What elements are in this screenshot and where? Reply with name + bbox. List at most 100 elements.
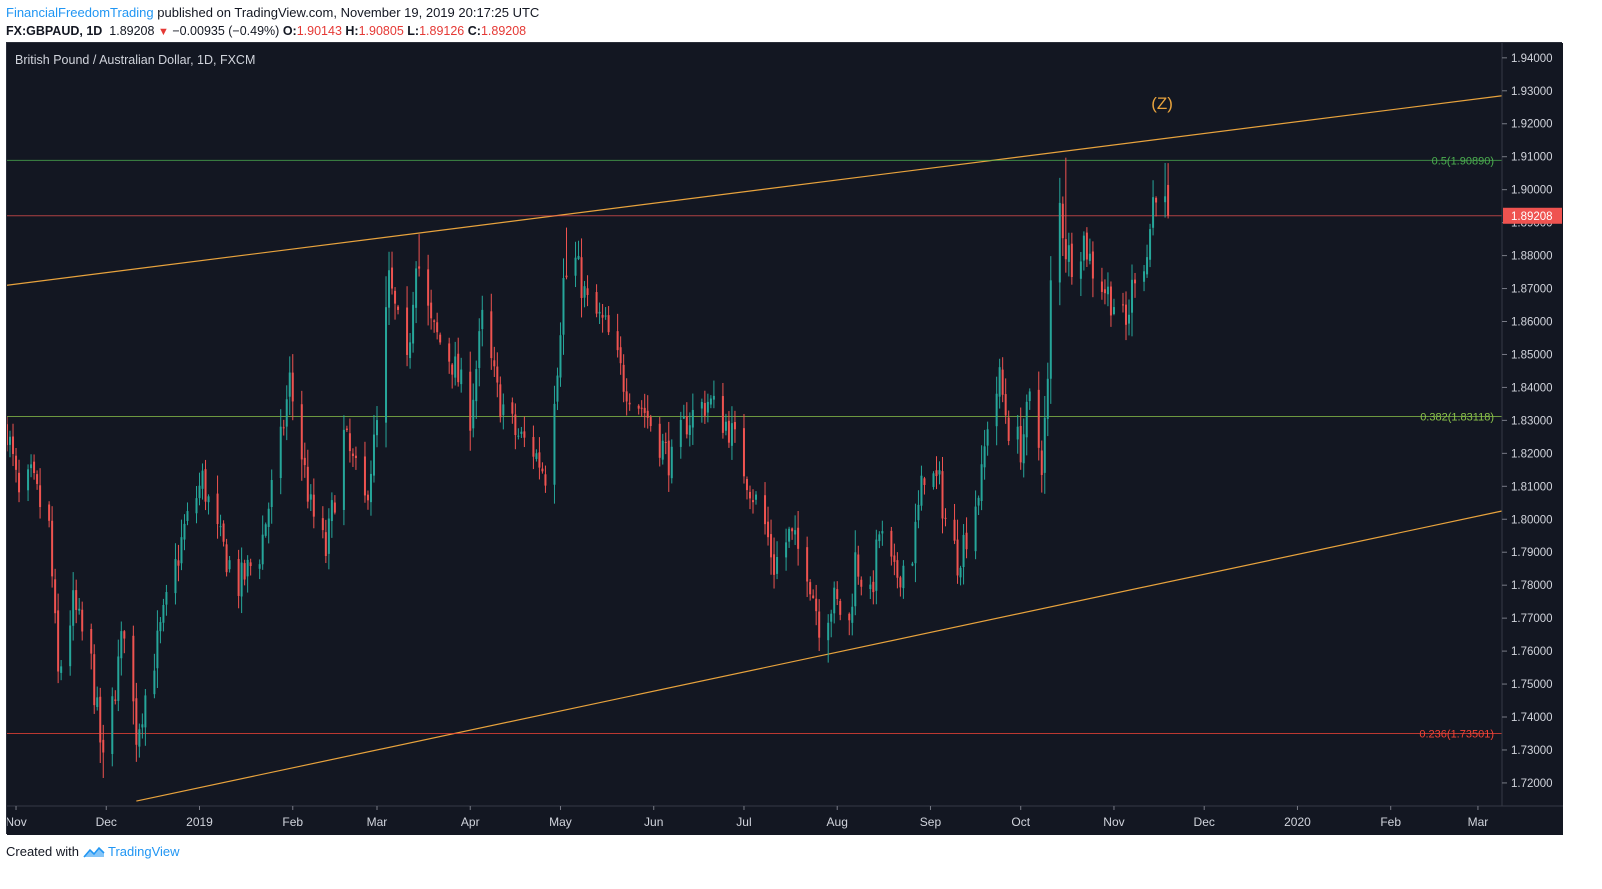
candle-body [493, 360, 496, 367]
high-value: 1.90805 [358, 24, 404, 38]
candle [345, 425, 348, 433]
candle-body [60, 666, 63, 673]
candle [183, 514, 186, 551]
candle-body [748, 491, 751, 499]
candle [159, 617, 162, 644]
candle [1067, 232, 1070, 277]
candle-body [1091, 251, 1094, 279]
candle [923, 476, 926, 495]
candle-body [878, 534, 881, 542]
candle [1004, 378, 1007, 424]
price-tick-label: 1.81000 [1511, 481, 1553, 493]
candle [7, 416, 8, 452]
candle-body [18, 472, 21, 493]
candle-body [679, 420, 682, 447]
candle [658, 417, 661, 467]
candle-body [1134, 279, 1137, 284]
candle [99, 687, 102, 763]
candle [565, 227, 568, 280]
candle-body [959, 567, 962, 578]
candle [258, 559, 261, 580]
time-tick-label: Dec [1194, 815, 1215, 829]
candle-body [815, 598, 818, 612]
candle-body [869, 584, 872, 590]
candle [628, 393, 631, 411]
candle [857, 545, 860, 585]
candle-body [764, 495, 767, 525]
candle [667, 421, 670, 492]
low-label: L: [407, 24, 420, 38]
candlestick-chart[interactable]: 0.5(1.90890) 0.382(1.83118) 0.236(1.73501)… [7, 43, 1563, 835]
candle [333, 495, 336, 515]
candle-body [770, 534, 773, 558]
candle [649, 414, 652, 432]
tradingview-link[interactable]: TradingView [83, 844, 180, 859]
price-tick-label: 1.72000 [1511, 778, 1553, 790]
candle-body [436, 322, 439, 333]
candle-body [911, 563, 914, 566]
candle [712, 380, 715, 409]
candle-body [409, 342, 412, 359]
tradingview-logo-icon [83, 846, 105, 858]
last-price: 1.89208 [109, 24, 155, 38]
candle-body [511, 402, 514, 414]
price-tick-label: 1.94000 [1511, 53, 1553, 65]
candle-body [565, 275, 568, 278]
candle-body [1152, 197, 1155, 228]
candle-body [1004, 394, 1007, 416]
author-link[interactable]: FinancialFreedomTrading [6, 5, 154, 20]
ohlc-line: FX:GBPAUD, 1D 1.89208 ▼ −0.00935 (−0.49%… [6, 22, 1596, 41]
candle-body [391, 267, 394, 289]
candle [1079, 252, 1082, 297]
candle-body [90, 628, 93, 654]
candle [237, 549, 240, 609]
candle [306, 449, 309, 509]
candle [249, 558, 252, 576]
candle [586, 275, 589, 307]
candle [1058, 177, 1061, 306]
candle [69, 610, 72, 676]
candle-body [394, 290, 397, 304]
candle-body [1037, 389, 1040, 448]
candle [1061, 196, 1064, 256]
candle [1121, 292, 1124, 313]
candle [261, 515, 264, 570]
candle-body [375, 420, 378, 436]
candle [791, 527, 794, 540]
candle-body [637, 405, 640, 409]
candle [225, 538, 228, 577]
candle [685, 402, 688, 439]
candle [165, 584, 168, 616]
candle [806, 536, 809, 598]
candle [1109, 281, 1112, 327]
candle-body [99, 696, 102, 743]
price-tick-label: 1.84000 [1511, 382, 1553, 394]
candle [499, 376, 502, 423]
candle [1043, 396, 1046, 494]
candle-body [1049, 280, 1052, 379]
time-tick-label: Apr [461, 815, 480, 829]
candle-body [670, 446, 673, 479]
candle [153, 653, 156, 699]
chart-background [7, 43, 1563, 835]
candle [385, 276, 388, 448]
candle-body [628, 402, 631, 405]
candle [1022, 418, 1025, 478]
time-tick-label: May [549, 815, 572, 829]
candle [1164, 162, 1167, 218]
candle [36, 470, 39, 490]
candle-body [439, 334, 442, 343]
candle [980, 445, 983, 511]
candle [54, 568, 57, 624]
candle-body [953, 519, 956, 541]
chart-panel[interactable]: 0.5(1.90890) 0.382(1.83118) 0.236(1.73501)… [6, 42, 1563, 835]
candle [204, 459, 207, 511]
candle-body [538, 452, 541, 468]
candle-body [875, 539, 878, 591]
candle-body [1109, 286, 1112, 316]
candle-body [767, 521, 770, 538]
candle-body [583, 286, 586, 298]
time-tick-label: Mar [1468, 815, 1489, 829]
candle-body [261, 534, 264, 565]
candle-body [372, 434, 375, 476]
